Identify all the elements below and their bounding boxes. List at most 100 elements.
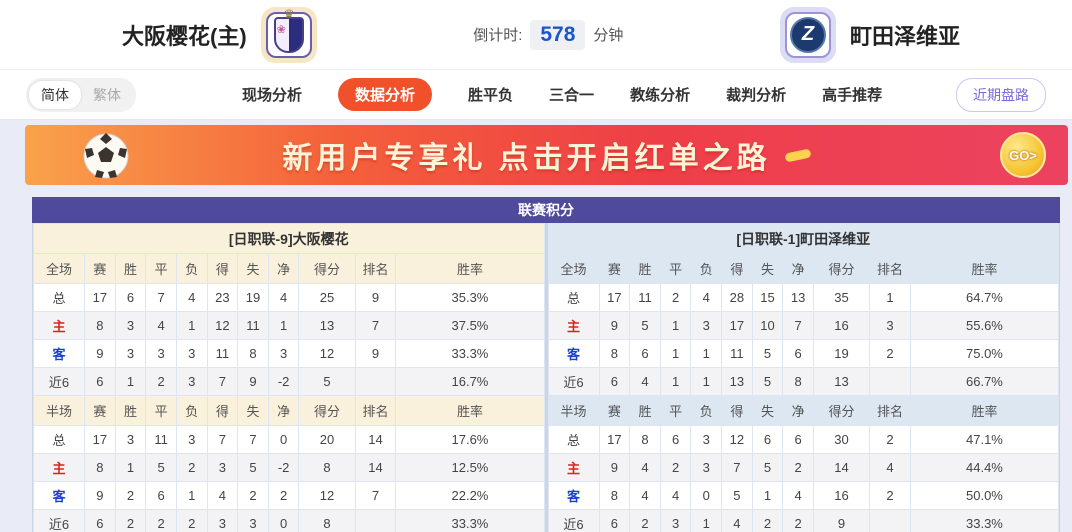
stat-cell: 3 <box>175 425 208 454</box>
table-row: 客 8 4 4 0 5 1 4 16 2 50.0% <box>547 481 1060 510</box>
stat-cell: 2 <box>145 367 177 396</box>
column-header: 失 <box>237 253 269 284</box>
table-row: 总 17 8 6 3 12 6 6 30 2 47.1% <box>547 425 1060 454</box>
stat-cell: 7 <box>206 425 239 454</box>
stat-cell: 17 <box>598 425 631 454</box>
column-header: 排名 <box>354 253 397 284</box>
row-label: 总 <box>547 425 600 454</box>
team-header: [日职联-9]大阪樱花 <box>33 223 545 254</box>
home-team-name: 大阪樱花(主) <box>122 23 247 49</box>
row-label: 近6 <box>547 367 600 396</box>
go-button[interactable]: GO> <box>1000 132 1046 178</box>
row-label: 近6 <box>547 509 600 532</box>
stat-cell: 2 <box>782 509 814 532</box>
stat-cell: 6 <box>145 481 177 510</box>
stat-cell: 8 <box>298 509 356 532</box>
column-header: 负 <box>175 253 208 284</box>
stat-cell: 50.0% <box>909 481 1060 510</box>
column-header: 排名 <box>869 395 911 426</box>
table-row: 近6 6 2 3 1 4 2 2 9 33.3% <box>547 509 1060 532</box>
stat-cell: 12 <box>298 481 356 510</box>
section-label: 半场 <box>547 395 600 426</box>
tab-data-analysis[interactable]: 数据分析 <box>338 78 433 111</box>
stat-cell: 7 <box>206 367 239 396</box>
stat-cell: 11 <box>629 283 661 312</box>
stat-cell: 5 <box>751 339 784 368</box>
stat-cell: 11 <box>721 339 753 368</box>
stat-cell: 6 <box>659 425 692 454</box>
stat-cell: 9 <box>812 509 871 532</box>
stat-cell: 13 <box>298 311 356 340</box>
stat-cell: 1 <box>114 367 147 396</box>
column-header: 胜 <box>114 395 147 426</box>
row-label: 总 <box>547 283 600 312</box>
stat-cell: 17 <box>598 283 631 312</box>
column-header: 净 <box>782 253 814 284</box>
stat-cell: 4 <box>659 481 692 510</box>
stat-cell: 30 <box>812 425 871 454</box>
column-header: 赛 <box>84 395 116 426</box>
stat-cell: 9 <box>84 339 116 368</box>
promo-banner[interactable]: 新用户专享礼 点击开启红单之路 GO> <box>25 125 1068 185</box>
stats-tables: [日职联-9]大阪樱花 全场赛胜平负得失净得分 排名 胜率总 17 6 7 4 23 19 4 25 9… <box>32 223 1060 532</box>
stat-cell: 23 <box>206 283 239 312</box>
column-header: 净 <box>782 395 814 426</box>
home-team-group: 大阪樱花(主) <box>122 6 317 63</box>
tab-expert-picks[interactable]: 高手推荐 <box>822 87 883 104</box>
stat-cell: 8 <box>84 453 116 482</box>
stat-cell: 47.1% <box>909 425 1060 454</box>
column-header: 净 <box>267 253 300 284</box>
row-label: 主 <box>32 311 86 340</box>
stat-cell: -2 <box>267 367 300 396</box>
column-header: 赛 <box>598 253 631 284</box>
stat-cell: 16.7% <box>395 367 545 396</box>
section-label: 全场 <box>547 253 600 284</box>
stat-cell: 28 <box>721 283 753 312</box>
column-header: 胜 <box>629 253 661 284</box>
stat-cell: 4 <box>629 453 661 482</box>
column-header: 胜率 <box>395 253 545 284</box>
stat-cell: 4 <box>175 283 208 312</box>
stat-cell: 5 <box>721 481 753 510</box>
tab-referee-analysis[interactable]: 裁判分析 <box>726 87 787 104</box>
away-stats-table: [日职联-1]町田泽维亚 全场赛胜平负得失净得分 排名 胜率总 17 11 2 4 28 15 13… <box>547 223 1060 532</box>
stat-cell: 9 <box>354 283 397 312</box>
stat-cell: 17 <box>84 283 116 312</box>
language-toggle: 简体 繁体 <box>26 77 136 112</box>
stat-cell: 2 <box>782 453 814 482</box>
tab-win-draw-lose[interactable]: 胜平负 <box>468 87 514 104</box>
table-row: 近6 6 1 2 3 7 9 -2 5 16.7% <box>32 367 545 396</box>
stat-cell <box>869 509 911 532</box>
stat-cell: 12 <box>298 339 356 368</box>
tab-live-analysis[interactable]: 现场分析 <box>242 87 303 104</box>
stat-cell: 1 <box>659 311 692 340</box>
home-team-logo <box>260 6 317 63</box>
stat-cell: 22.2% <box>395 481 545 510</box>
recent-odds-button[interactable]: 近期盘路 <box>956 77 1046 112</box>
row-label: 主 <box>32 453 86 482</box>
lang-simplified[interactable]: 简体 <box>29 80 81 109</box>
stat-cell: 13 <box>812 367 871 396</box>
table-row: 总 17 11 2 4 28 15 13 35 1 64.7% <box>547 283 1060 312</box>
column-header: 失 <box>751 395 784 426</box>
stat-cell: 4 <box>869 453 911 482</box>
stat-cell: 7 <box>354 481 397 510</box>
stat-cell: 3 <box>267 339 300 368</box>
stat-cell: 4 <box>629 481 661 510</box>
stat-cell: 1 <box>659 339 692 368</box>
tab-three-in-one[interactable]: 三合一 <box>549 87 595 104</box>
section-label: 全场 <box>32 253 86 284</box>
stat-cell: 4 <box>267 283 300 312</box>
stat-cell: 6 <box>751 425 784 454</box>
table-row: 总 17 3 11 3 7 7 0 20 14 17.6% <box>32 425 545 454</box>
stat-cell: 14 <box>354 453 397 482</box>
stat-cell: 64.7% <box>909 283 1060 312</box>
column-header: 得分 <box>812 395 871 426</box>
stat-cell: 5 <box>751 453 784 482</box>
lang-traditional[interactable]: 繁体 <box>93 86 121 103</box>
stat-cell: 2 <box>869 481 911 510</box>
column-header: 胜率 <box>909 253 1060 284</box>
tab-coach-analysis[interactable]: 教练分析 <box>630 87 691 104</box>
main-content: 新用户专享礼 点击开启红单之路 GO> 联赛积分 [日职联-9]大阪樱花 全场赛胜… <box>0 120 1072 532</box>
stat-cell: 7 <box>354 311 397 340</box>
